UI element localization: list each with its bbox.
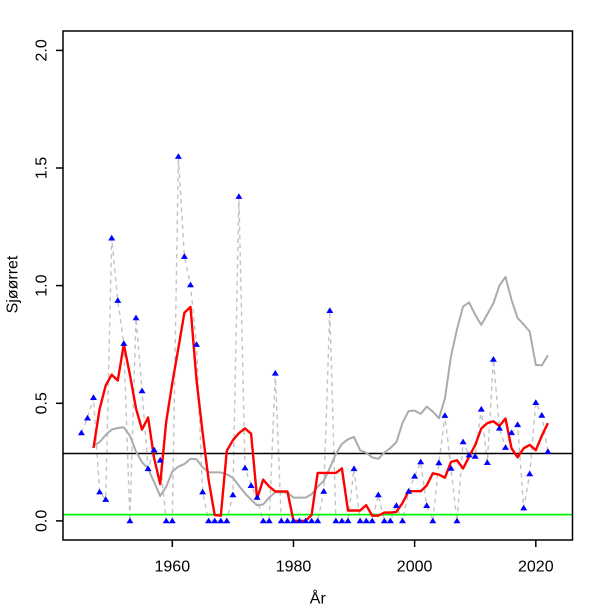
svg-text:År: År (310, 589, 327, 604)
svg-text:1960: 1960 (155, 559, 191, 576)
svg-text:Sjøørret: Sjøørret (5, 255, 22, 313)
svg-text:2000: 2000 (397, 559, 433, 576)
svg-text:0.0: 0.0 (34, 510, 51, 532)
svg-text:1.0: 1.0 (34, 274, 51, 296)
svg-text:1.5: 1.5 (34, 157, 51, 179)
svg-text:2020: 2020 (518, 559, 554, 576)
svg-text:2.0: 2.0 (34, 39, 51, 61)
svg-text:0.5: 0.5 (34, 392, 51, 414)
svg-text:1980: 1980 (276, 559, 312, 576)
